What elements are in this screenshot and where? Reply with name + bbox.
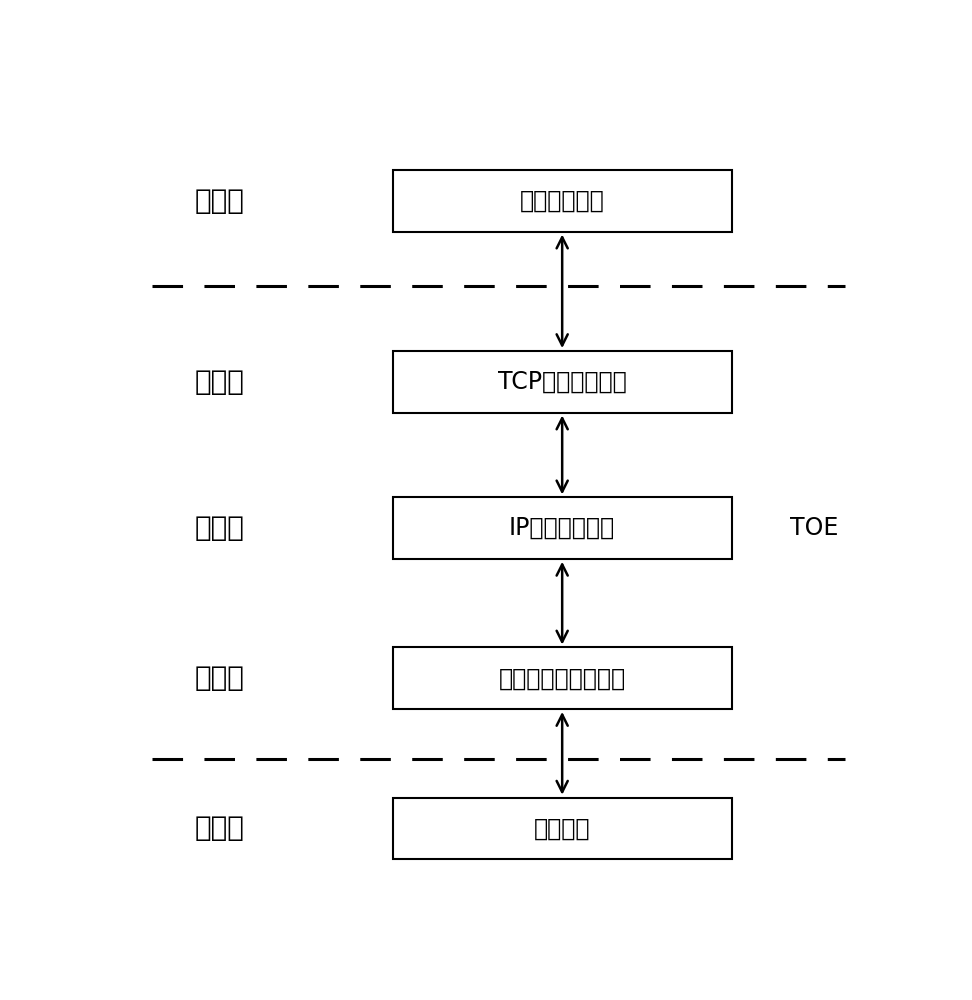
Bar — [393, 647, 732, 709]
Bar — [393, 170, 732, 232]
Bar — [393, 351, 732, 413]
Text: TCP协议功能模块: TCP协议功能模块 — [498, 370, 627, 394]
Bar — [393, 497, 732, 559]
Text: 以太网协议功能模块: 以太网协议功能模块 — [499, 666, 626, 690]
Text: IP协议功能模块: IP协议功能模块 — [509, 516, 615, 540]
Text: 链路层: 链路层 — [194, 664, 244, 692]
Text: 运输层: 运输层 — [194, 368, 244, 396]
Text: 物理层: 物理层 — [194, 814, 244, 842]
Text: 硬件接口: 硬件接口 — [534, 816, 590, 840]
Text: 高频交易终端: 高频交易终端 — [520, 189, 605, 213]
Text: 应用层: 应用层 — [194, 187, 244, 215]
Text: 网络层: 网络层 — [194, 514, 244, 542]
Text: TOE: TOE — [790, 516, 839, 540]
Bar — [393, 798, 732, 859]
